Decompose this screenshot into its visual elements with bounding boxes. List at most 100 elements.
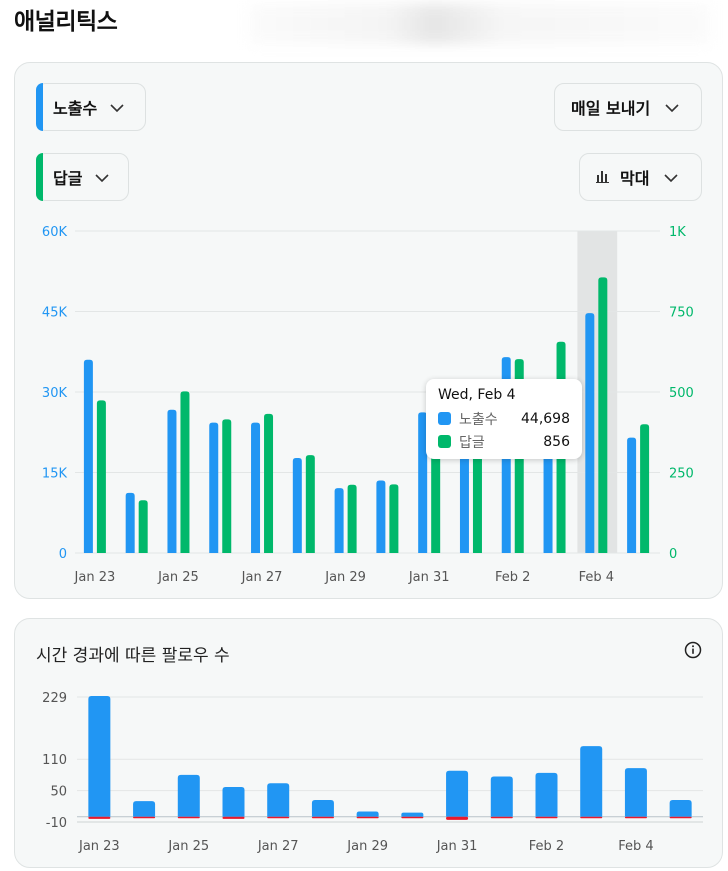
bar-unfollows (580, 816, 603, 819)
bar-impressions (585, 313, 595, 553)
x-tick-label: Jan 31 (436, 839, 478, 854)
chevron-down-icon (664, 98, 680, 117)
metric1-label: 노출수 (53, 99, 98, 118)
bar-replies (598, 277, 608, 553)
bar-impressions (459, 429, 469, 553)
bar-impressions (167, 409, 177, 553)
bar-chart-icon (596, 168, 610, 187)
bar-follows (446, 770, 469, 817)
bar-unfollows (401, 816, 424, 819)
x-tick-label: Jan 25 (167, 839, 209, 854)
metric2-color-accent (36, 153, 43, 201)
bar-follows (356, 811, 379, 817)
bar-replies (305, 455, 315, 553)
bar-impressions (418, 412, 428, 553)
metric2-label: 답글 (53, 169, 83, 188)
y-left-tick-label: 30K (42, 386, 68, 401)
x-tick-label: Feb 2 (529, 839, 564, 854)
chart-type-dropdown[interactable]: 막대 (579, 153, 702, 201)
analytics-chart-card: 노출수 답글 매일 보내기 막대 0 15K 30K 45K 60K 0 250 500 750… (14, 62, 723, 599)
x-tick-label: Jan 27 (257, 839, 299, 854)
tooltip-row-impressions: 노출수 44,698 (438, 407, 570, 430)
blurred-header-area (250, 4, 710, 44)
bar-follows (177, 774, 200, 817)
impressions-replies-chart: 0 15K 30K 45K 60K 0 250 500 750 1K Jan 23 Jan 25 Jan… (42, 225, 694, 585)
bar-follows (267, 783, 290, 817)
bar-replies (96, 400, 106, 553)
bar-follows (401, 812, 424, 817)
bar-unfollows (133, 816, 156, 819)
bar-unfollows (535, 816, 558, 819)
x-tick-label: Jan 27 (241, 570, 283, 585)
bar-follows (624, 768, 647, 817)
bar-follows (669, 800, 692, 817)
x-tick-label: Jan 25 (157, 570, 199, 585)
y-right-tick-label: 750 (669, 306, 694, 321)
metric2-dropdown[interactable]: 답글 (36, 153, 129, 201)
metric1-dropdown[interactable]: 노출수 (36, 83, 146, 131)
x-tick-label: Feb 4 (579, 570, 614, 585)
bar-replies (389, 484, 399, 553)
y-right-tick-label: 500 (669, 386, 694, 401)
bar-unfollows (446, 816, 469, 820)
y-tick-label: -10 (46, 816, 67, 831)
tooltip-swatch (438, 435, 451, 448)
info-icon[interactable] (684, 641, 702, 663)
bar-replies (347, 484, 357, 553)
bar-replies (640, 424, 650, 553)
x-tick-label: Jan 23 (78, 839, 120, 854)
page-title: 애널리틱스 (14, 9, 118, 35)
x-tick-label: Jan 29 (324, 570, 366, 585)
x-tick-label: Feb 2 (495, 570, 530, 585)
frequency-dropdown[interactable]: 매일 보내기 (554, 83, 702, 131)
y-right-tick-label: 250 (669, 467, 694, 482)
chevron-down-icon (109, 98, 125, 117)
tooltip-row-replies: 답글 856 (438, 430, 570, 453)
tooltip-swatch (438, 412, 451, 425)
bar-unfollows (177, 816, 200, 819)
x-tick-label: Jan 29 (346, 839, 388, 854)
bar-replies (222, 419, 232, 553)
tooltip-title: Wed, Feb 4 (438, 387, 516, 403)
y-tick-label: 110 (42, 753, 67, 768)
bar-unfollows (490, 816, 513, 819)
y-tick-label: 50 (50, 785, 67, 800)
bar-follows (88, 695, 111, 817)
tooltip-value: 44,698 (521, 410, 570, 427)
metric1-color-accent (36, 83, 43, 131)
bar-unfollows (88, 816, 111, 819)
bar-replies (180, 391, 190, 553)
x-tick-label: Jan 23 (74, 570, 116, 585)
bar-follows (490, 776, 513, 817)
bar-replies (138, 500, 148, 553)
frequency-label: 매일 보내기 (571, 99, 651, 118)
y-left-tick-label: 15K (42, 467, 68, 482)
x-tick-label: Feb 4 (618, 839, 653, 854)
bar-replies (264, 413, 274, 553)
bar-follows (580, 746, 603, 817)
chevron-down-icon (663, 168, 679, 187)
chart-type-label: 막대 (620, 169, 650, 188)
tooltip-label: 노출수 (459, 411, 498, 428)
bar-unfollows (624, 816, 647, 819)
followers-chart-title: 시간 경과에 따른 팔로우 수 (36, 646, 230, 666)
bar-unfollows (267, 816, 290, 819)
bar-unfollows (222, 816, 245, 819)
y-right-tick-label: 1K (669, 225, 686, 240)
bar-impressions (125, 492, 135, 553)
bar-impressions (376, 480, 386, 553)
x-tick-label: Jan 31 (408, 570, 450, 585)
bar-unfollows (669, 816, 692, 819)
y-tick-label: 229 (42, 691, 67, 706)
followers-chart-card: 시간 경과에 따른 팔로우 수 -10 50 110 229 Jan 23 Jan 25 J… (14, 618, 723, 868)
followers-chart: -10 50 110 229 Jan 23 Jan 25 Jan 27 Jan 29 Jan 3… (42, 691, 703, 854)
bar-follows (222, 786, 245, 817)
bar-impressions (251, 422, 261, 553)
bar-follows (535, 772, 558, 817)
bar-impressions (83, 359, 93, 553)
tooltip-value: 856 (543, 433, 570, 450)
y-left-tick-label: 0 (59, 547, 67, 562)
bar-follows (311, 800, 334, 817)
y-left-tick-label: 45K (42, 306, 68, 321)
bar-unfollows (356, 816, 379, 819)
